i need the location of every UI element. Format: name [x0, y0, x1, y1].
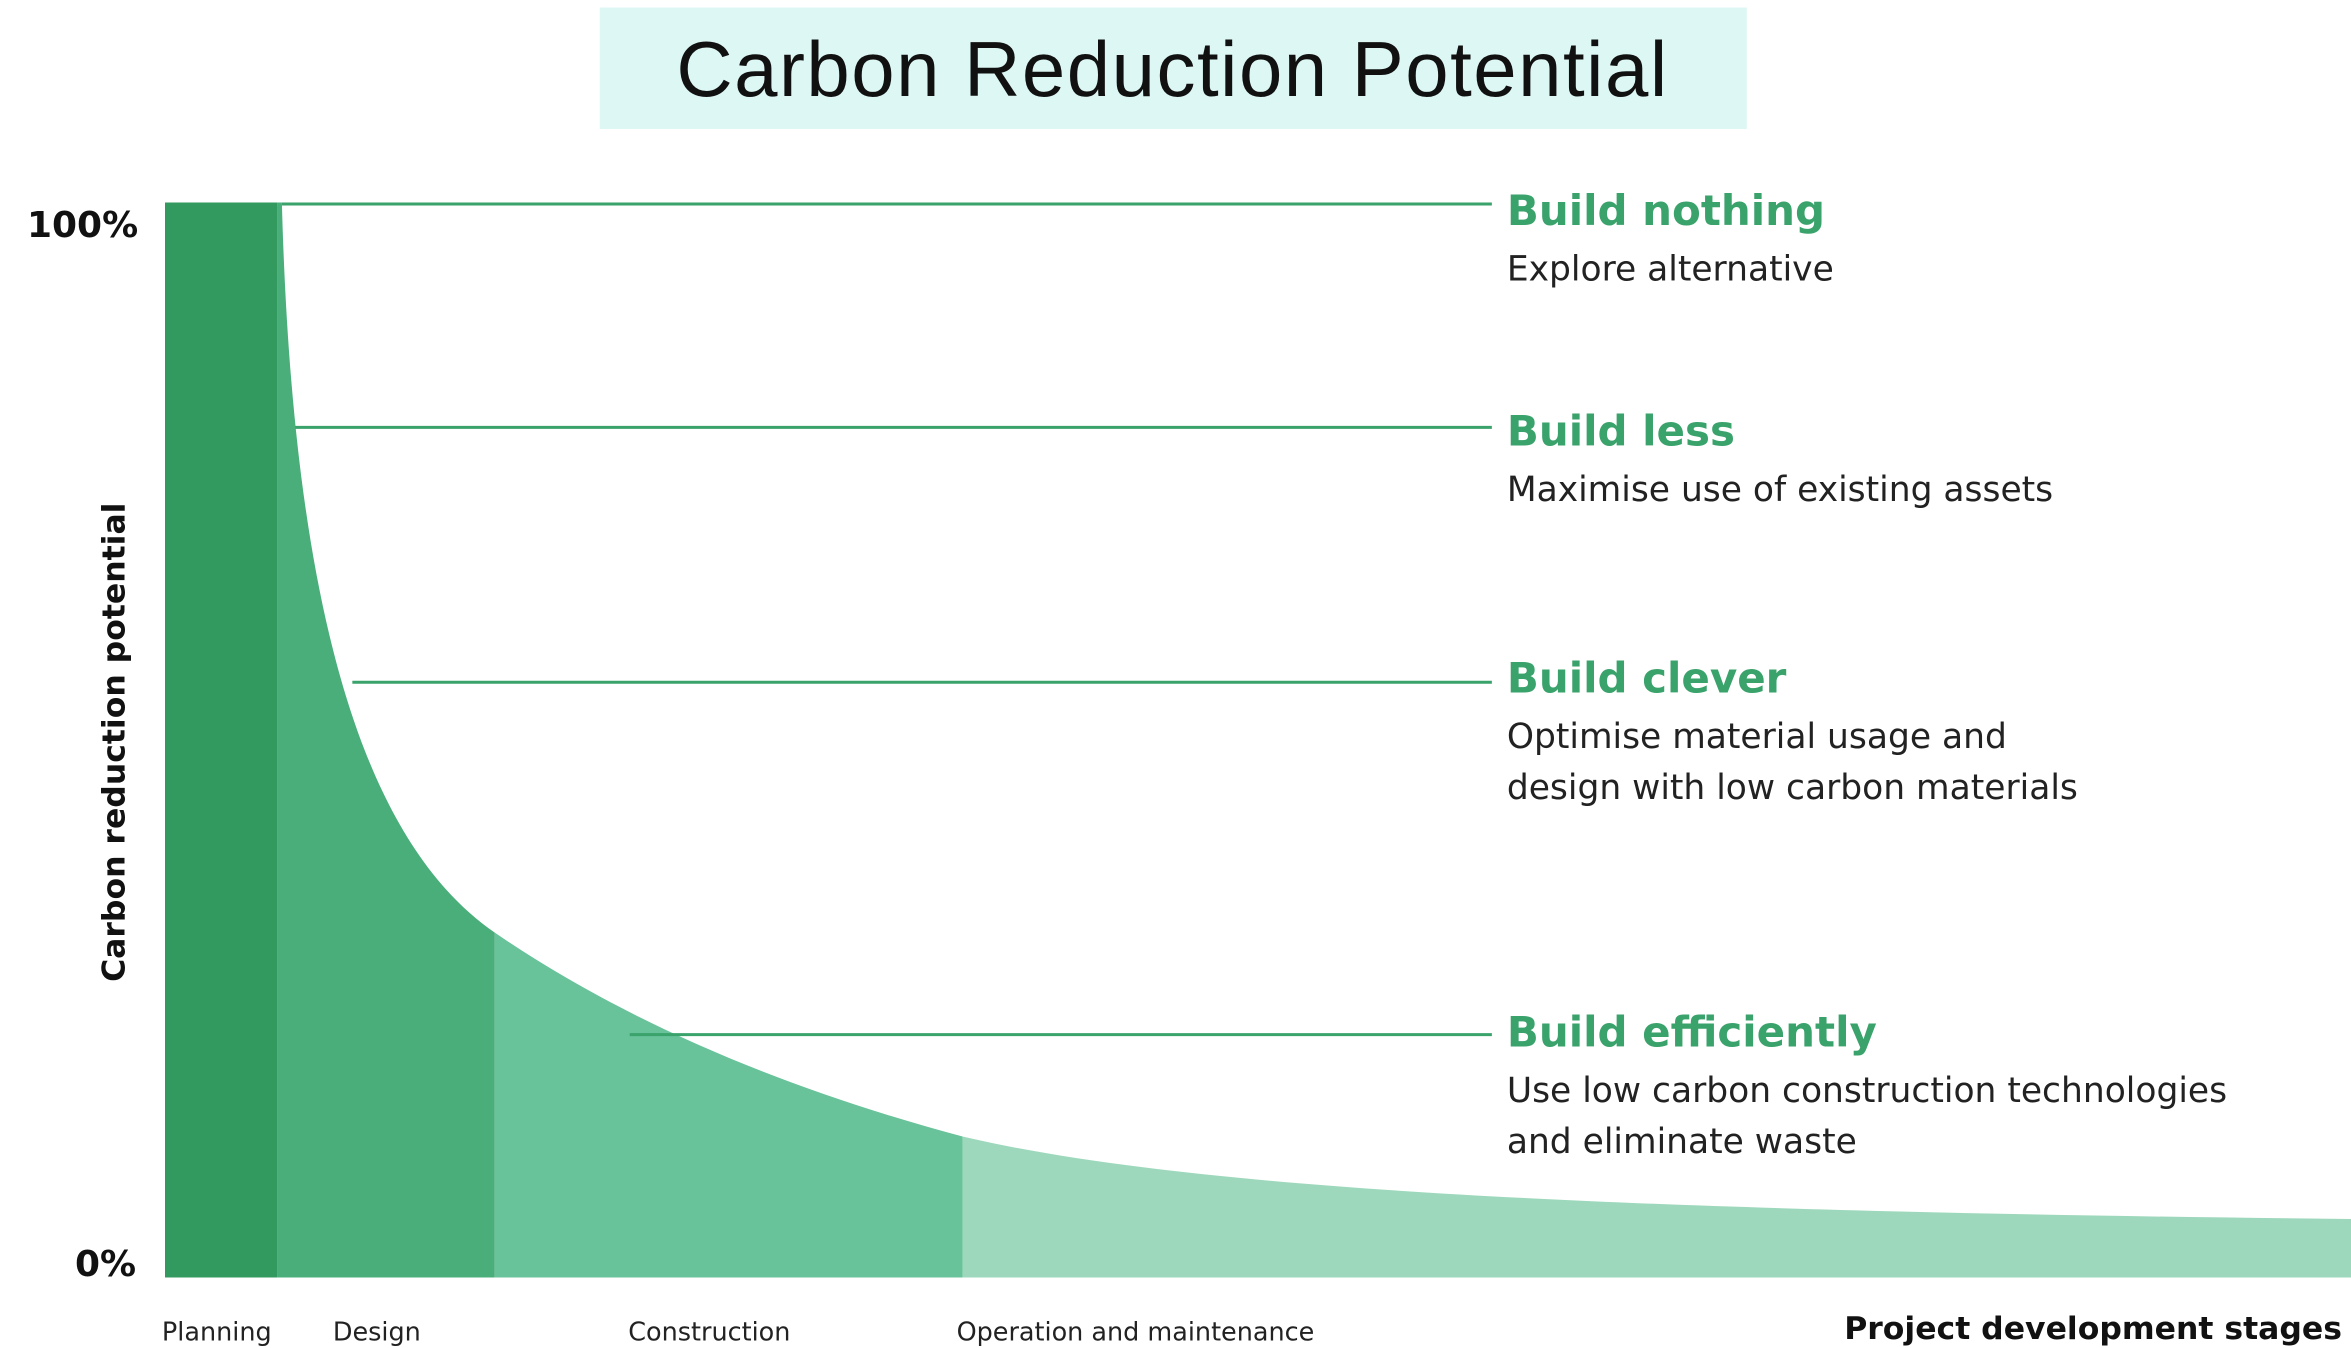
- stage-label: Construction: [628, 1317, 790, 1347]
- y-top-label: 100%: [27, 205, 138, 246]
- planning-band: [164, 202, 278, 1278]
- annotation-heading: Build nothing: [1507, 186, 1825, 235]
- title-box: [599, 7, 1747, 129]
- stage-label: Planning: [162, 1317, 272, 1347]
- annotation-text: Maximise use of existing assets: [1507, 470, 2053, 510]
- stage-label: Design: [333, 1317, 421, 1347]
- y-axis-title: Carbon reduction potential: [96, 503, 132, 982]
- design-band: [277, 202, 495, 1278]
- curve-area: [164, 202, 2351, 1278]
- stage-label: Operation and maintenance: [957, 1317, 1315, 1347]
- y-bottom-label: 0%: [75, 1244, 136, 1285]
- annotation-heading: Build less: [1507, 406, 1735, 455]
- construction-band: [494, 202, 963, 1278]
- annotations: Build nothing Explore alternative Build le…: [1507, 186, 2227, 1162]
- title: Carbon Reduction Potential: [676, 25, 1668, 113]
- annotation-text: and eliminate waste: [1507, 1122, 1857, 1162]
- x-axis-title: Project development stages: [1844, 1311, 2342, 1347]
- annotation-text: Explore alternative: [1507, 249, 1834, 289]
- annotation-text: Use low carbon construction technologies: [1507, 1071, 2227, 1111]
- annotation-heading: Build efficiently: [1507, 1008, 1877, 1057]
- annotation-text: Optimise material usage and: [1507, 717, 2007, 757]
- annotation-heading: Build clever: [1507, 654, 1787, 703]
- annotation-text: design with low carbon materials: [1507, 768, 2078, 808]
